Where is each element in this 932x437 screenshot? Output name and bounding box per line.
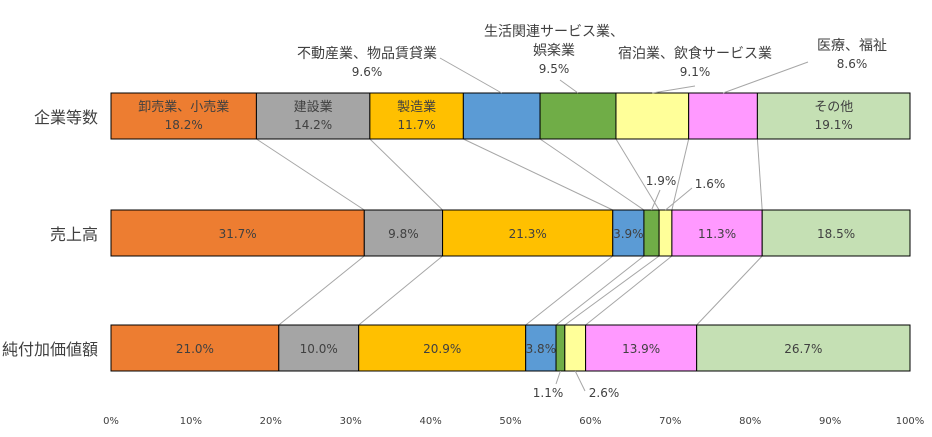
x-tick-label: 10%	[180, 416, 202, 427]
data-label: 14.2%	[294, 118, 332, 132]
data-label: 1.6%	[695, 177, 726, 191]
data-label: 11.3%	[698, 227, 736, 241]
segment-name-label: 医療、福祉	[817, 37, 887, 54]
bar-segment	[696, 324, 911, 372]
data-label: 9.8%	[388, 227, 419, 241]
bar-segment	[110, 92, 257, 140]
series-connector-line	[358, 255, 443, 326]
x-tick-label: 100%	[896, 416, 925, 427]
series-connector-line	[256, 138, 365, 211]
series-connector-line	[278, 255, 365, 326]
x-tick-label: 40%	[419, 416, 441, 427]
bar-segment	[369, 92, 464, 140]
series-connector-line	[696, 255, 763, 326]
data-label: 2.6%	[589, 386, 620, 400]
bar-segment	[643, 209, 660, 257]
bar-segment	[462, 92, 541, 140]
segment-name-label: 卸売業、小売業	[138, 99, 229, 115]
series-connector-line	[463, 138, 613, 211]
segment-name-label: 生活関連サービス業、	[484, 24, 624, 40]
category-label: 企業等数	[34, 108, 98, 127]
x-tick-label: 60%	[579, 416, 601, 427]
data-label: 19.1%	[815, 118, 853, 132]
data-label: 1.9%	[646, 174, 677, 188]
data-label: 31.7%	[219, 227, 257, 241]
series-connector-line	[756, 138, 763, 211]
callout-leader-line	[651, 189, 661, 211]
bar-segment	[525, 324, 557, 372]
data-label: 20.9%	[423, 342, 461, 356]
category-label: 純付加価値額	[2, 340, 98, 359]
bar-segment	[278, 324, 360, 372]
data-label: 13.9%	[622, 342, 660, 356]
segment-name-label: 製造業	[397, 99, 436, 115]
data-label: 11.7%	[398, 118, 436, 132]
bar-segment	[110, 209, 365, 257]
callout-leader-line	[665, 187, 693, 211]
bar-segment	[761, 209, 911, 257]
x-tick-label: 90%	[819, 416, 841, 427]
bar-segment	[756, 92, 911, 140]
bar-segment	[688, 92, 758, 140]
series-connector-line	[555, 255, 645, 326]
series-connector-line	[369, 138, 443, 211]
x-tick-label: 0%	[103, 416, 119, 427]
category-label: 売上高	[50, 225, 98, 244]
data-label: 9.5%	[539, 62, 570, 76]
data-label: 18.2%	[165, 118, 203, 132]
callout-leader-line	[559, 79, 579, 94]
series-connector-line	[539, 138, 645, 211]
bar-segment	[358, 324, 527, 372]
series-connector-line	[525, 255, 614, 326]
data-label: 26.7%	[784, 342, 822, 356]
bar-segment	[564, 324, 587, 372]
bar-segment	[658, 209, 673, 257]
segment-name-label: 建設業	[294, 99, 333, 115]
callout-leader-line	[555, 370, 561, 385]
bar-segment	[615, 92, 690, 140]
data-label: 3.9%	[613, 227, 644, 241]
x-tick-label: 50%	[499, 416, 521, 427]
bar-segment	[363, 209, 444, 257]
bar-segment	[555, 324, 566, 372]
series-connector-line	[671, 138, 690, 211]
segment-name-label: その他	[814, 100, 853, 115]
x-tick-label: 80%	[739, 416, 761, 427]
x-tick-label: 70%	[659, 416, 681, 427]
data-label: 1.1%	[533, 386, 564, 400]
callout-leader-line	[574, 370, 586, 392]
series-connector-line	[585, 255, 673, 326]
data-label: 10.0%	[300, 342, 338, 356]
bar-segment	[255, 92, 371, 140]
series-connector-line	[564, 255, 660, 326]
data-label: 18.5%	[817, 227, 855, 241]
data-label: 3.8%	[526, 342, 557, 356]
x-tick-label: 30%	[340, 416, 362, 427]
bar-segment	[110, 324, 280, 372]
data-label: 9.1%	[680, 65, 711, 79]
data-label: 8.6%	[837, 57, 868, 71]
bar-segment	[539, 92, 617, 140]
segment-name-label: 不動産業、物品賃貸業	[297, 46, 437, 62]
series-connector-line	[615, 138, 660, 211]
data-label: 21.0%	[176, 342, 214, 356]
callout-leader-line	[439, 57, 502, 94]
segment-name-label: 娯楽業	[533, 43, 575, 59]
x-tick-label: 20%	[260, 416, 282, 427]
data-label: 21.3%	[509, 227, 547, 241]
callout-leader-line	[722, 61, 809, 94]
segment-name-label: 宿泊業、飲食サービス業	[618, 45, 772, 62]
data-label: 9.6%	[352, 65, 383, 79]
callout-leader-line	[652, 85, 696, 94]
bar-segment	[671, 209, 763, 257]
